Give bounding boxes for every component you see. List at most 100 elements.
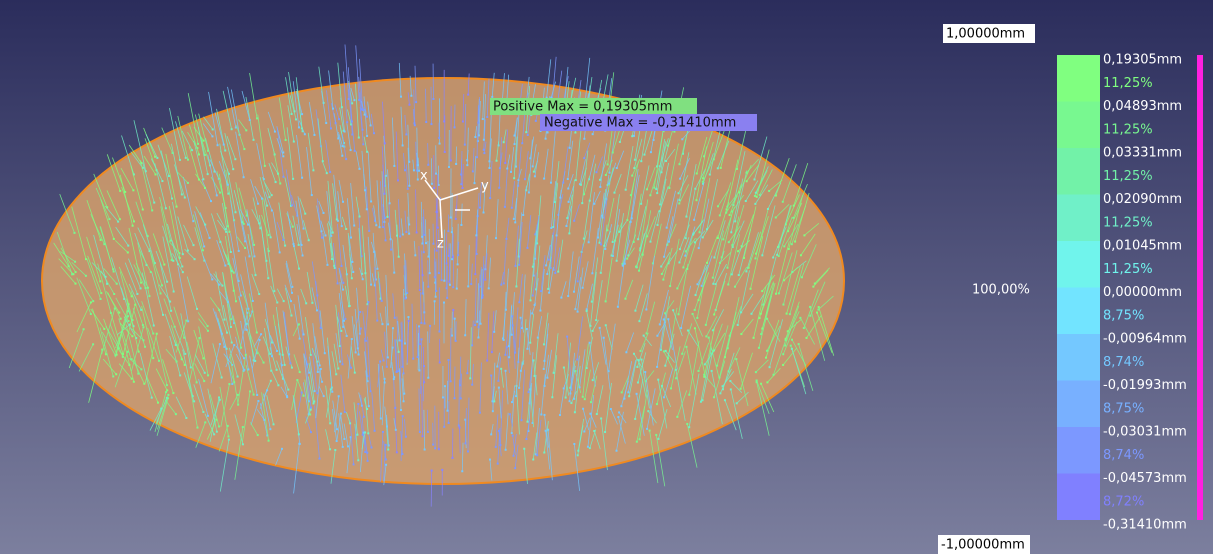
measure-point xyxy=(695,294,697,296)
measure-point xyxy=(730,388,732,390)
measure-point xyxy=(474,324,476,326)
measure-point xyxy=(627,391,629,393)
measure-point xyxy=(301,392,303,394)
measure-point xyxy=(761,328,763,330)
measure-point xyxy=(198,153,200,155)
measure-point xyxy=(782,353,784,355)
measure-point xyxy=(697,299,699,301)
measure-point xyxy=(211,135,213,137)
measure-point xyxy=(433,187,435,189)
measure-point xyxy=(326,264,328,266)
measure-point xyxy=(756,379,758,381)
measure-point xyxy=(182,271,184,273)
measure-point xyxy=(420,322,422,324)
measure-point xyxy=(108,218,110,220)
measure-point xyxy=(548,292,550,294)
measure-point xyxy=(457,254,459,256)
measure-point xyxy=(163,264,165,266)
measure-point xyxy=(247,224,249,226)
legend-band xyxy=(1057,148,1100,195)
scale-max: 1,00000mm xyxy=(946,27,1025,42)
measure-point xyxy=(547,131,549,133)
measure-point xyxy=(589,342,591,344)
measure-point xyxy=(311,302,313,304)
measure-point xyxy=(592,379,594,381)
measure-point xyxy=(679,163,681,165)
measure-point xyxy=(187,320,189,322)
measure-point xyxy=(253,244,255,246)
measure-point xyxy=(694,241,696,243)
measure-point xyxy=(105,353,107,355)
measure-point xyxy=(423,381,425,383)
measure-point xyxy=(203,380,205,382)
measure-point xyxy=(357,347,359,349)
measure-point xyxy=(120,318,122,320)
measure-point xyxy=(623,398,625,400)
measure-point xyxy=(522,214,524,216)
measure-point xyxy=(277,384,279,386)
measure-point xyxy=(543,360,545,362)
measure-point xyxy=(127,320,129,322)
measure-point xyxy=(589,413,591,415)
measure-point xyxy=(602,217,604,219)
legend-percent: 11,25% xyxy=(1103,169,1153,184)
measure-point xyxy=(304,133,306,135)
measure-point xyxy=(312,169,314,171)
measure-point xyxy=(366,135,368,137)
measure-point xyxy=(613,192,615,194)
measure-point xyxy=(184,353,186,355)
measure-point xyxy=(152,357,154,359)
measure-point xyxy=(664,365,666,367)
measure-point xyxy=(515,285,517,287)
measure-point xyxy=(550,227,552,229)
measure-point xyxy=(476,321,478,323)
measure-point xyxy=(663,318,665,320)
measure-point xyxy=(731,273,733,275)
measure-point xyxy=(127,251,129,253)
measure-point xyxy=(663,350,665,352)
measure-point xyxy=(637,238,639,240)
measure-point xyxy=(640,203,642,205)
measure-point xyxy=(370,200,372,202)
measure-point xyxy=(735,358,737,360)
measure-point xyxy=(341,145,343,147)
measure-point xyxy=(434,447,436,449)
measure-point xyxy=(600,417,602,419)
measure-point xyxy=(713,396,715,398)
measure-point xyxy=(619,141,621,143)
measure-point xyxy=(364,431,366,433)
measure-point xyxy=(448,281,450,283)
measure-point xyxy=(700,401,702,403)
measure-point xyxy=(249,390,251,392)
measure-point xyxy=(653,187,655,189)
measure-point xyxy=(790,345,792,347)
measure-point xyxy=(362,109,364,111)
measure-point xyxy=(298,433,300,435)
measure-point xyxy=(593,203,595,205)
measure-point xyxy=(444,151,446,153)
measure-point xyxy=(336,440,338,442)
measure-point xyxy=(438,137,440,139)
measure-point xyxy=(668,187,670,189)
measure-point xyxy=(304,213,306,215)
measure-point xyxy=(662,279,664,281)
measure-point xyxy=(693,219,695,221)
measure-point xyxy=(221,377,223,379)
measure-point xyxy=(166,384,168,386)
measure-point xyxy=(347,445,349,447)
measure-point xyxy=(334,449,336,451)
measure-point xyxy=(75,271,77,273)
measure-point xyxy=(670,387,672,389)
measure-point xyxy=(386,366,388,368)
measure-point xyxy=(434,276,436,278)
measure-point xyxy=(138,351,140,353)
measure-point xyxy=(798,343,800,345)
measure-point xyxy=(219,399,221,401)
measure-point xyxy=(312,402,314,404)
measure-point xyxy=(167,394,169,396)
measure-point xyxy=(335,122,337,124)
measure-point xyxy=(329,171,331,173)
measure-point xyxy=(483,152,485,154)
measure-point xyxy=(702,236,704,238)
measure-point xyxy=(213,433,215,435)
